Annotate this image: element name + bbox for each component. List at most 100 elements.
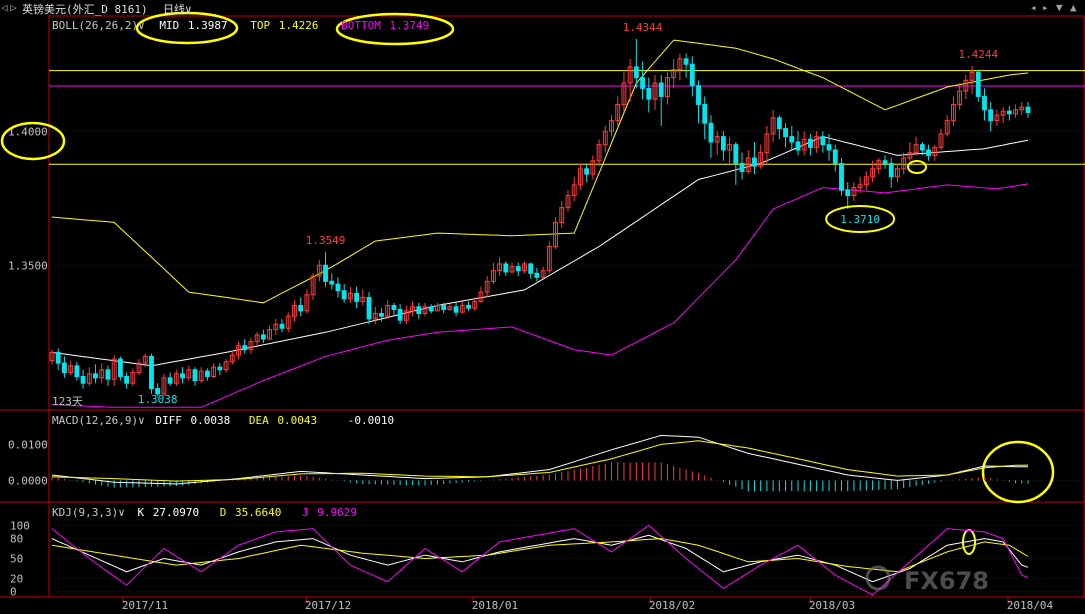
price-tick-label: 1.3500 bbox=[8, 259, 48, 272]
kdj-tick-label: 20 bbox=[10, 572, 23, 585]
candle-up bbox=[565, 195, 571, 209]
price-tick-label: 1.4000 bbox=[8, 125, 48, 138]
candle-up bbox=[590, 160, 596, 175]
candle-down bbox=[926, 149, 931, 156]
macd-diff-line bbox=[51, 434, 1028, 485]
prev-arrow-icon[interactable]: ◁ bbox=[1, 1, 8, 14]
candle-down bbox=[534, 272, 540, 278]
candle-up bbox=[68, 365, 74, 373]
candle-up bbox=[86, 373, 92, 384]
price-annotation: 1.3710 bbox=[840, 213, 880, 226]
candle-up bbox=[459, 304, 465, 313]
candle-up bbox=[509, 266, 515, 273]
candle-down bbox=[988, 109, 994, 122]
chevron-down-icon: ∨ bbox=[185, 3, 192, 16]
candle-down bbox=[354, 292, 360, 302]
title-bar: ◁ ▷ 英镑美元(外汇_D 8161) 日线∨ ◂ ▸ ▼ ▲ bbox=[0, 0, 1085, 16]
candle-up bbox=[173, 373, 179, 384]
candle-up bbox=[714, 136, 720, 143]
candle-down bbox=[975, 71, 981, 97]
date-axis-label: 2018/03 bbox=[809, 599, 855, 612]
candle-down bbox=[279, 323, 285, 329]
candle-down bbox=[329, 280, 335, 285]
candle-down bbox=[167, 377, 173, 384]
candle-down bbox=[366, 296, 372, 320]
candle-up bbox=[969, 71, 975, 81]
candle-up bbox=[944, 120, 950, 135]
candle-up bbox=[229, 354, 235, 363]
candle-up bbox=[957, 90, 963, 105]
candle-down bbox=[93, 373, 98, 379]
date-axis-label: 2018/02 bbox=[649, 599, 695, 612]
candle-down bbox=[1006, 110, 1012, 115]
candle-up bbox=[615, 103, 621, 122]
candle-down bbox=[124, 375, 130, 384]
macd-tick-label: 0.0000 bbox=[8, 474, 48, 487]
next-arrow-icon[interactable]: ▷ bbox=[10, 1, 17, 14]
kdj-j-line bbox=[51, 524, 1029, 596]
candle-up bbox=[963, 79, 969, 92]
chevron-down-icon[interactable]: ∨ bbox=[138, 19, 145, 32]
candle-down bbox=[789, 136, 795, 143]
annotation-circle bbox=[981, 440, 1055, 504]
scroll-right-icon[interactable]: ▸ bbox=[1042, 1, 1049, 14]
candle-up bbox=[609, 120, 614, 132]
candle-down bbox=[180, 373, 185, 379]
kdj-k-label: K bbox=[137, 506, 145, 519]
boll-bottom-label: BOTTOM bbox=[341, 19, 381, 32]
candle-up bbox=[876, 160, 882, 170]
zoom-out-icon[interactable]: ▼ bbox=[1056, 1, 1063, 14]
candle-down bbox=[441, 304, 447, 310]
candle-down bbox=[80, 375, 86, 384]
candle-up bbox=[347, 292, 353, 300]
candle-up bbox=[851, 187, 857, 197]
kdj-d-value: 35.6640 bbox=[234, 506, 282, 519]
chevron-down-icon[interactable]: ∨ bbox=[138, 414, 145, 427]
candle-down bbox=[397, 308, 403, 321]
candle-down bbox=[379, 313, 384, 317]
candle-up bbox=[863, 176, 869, 186]
boll-mid-label: MID bbox=[159, 19, 180, 32]
boll-mid-value: 1.3987 bbox=[187, 19, 228, 32]
kdj-k-value: 27.0970 bbox=[152, 506, 200, 519]
candle-down bbox=[807, 138, 813, 148]
candle-up bbox=[360, 296, 366, 302]
candle-down bbox=[117, 358, 123, 377]
kdj-j-value: 9.9629 bbox=[317, 506, 357, 519]
candle-up bbox=[801, 138, 807, 151]
bar-count-label: 123天 bbox=[52, 395, 83, 408]
candle-up bbox=[627, 66, 633, 84]
candle-down bbox=[696, 85, 701, 105]
chevron-down-icon[interactable]: ∨ bbox=[118, 506, 125, 519]
candle-up bbox=[938, 133, 944, 148]
zoom-in-icon[interactable]: ▲ bbox=[1070, 1, 1077, 14]
kdj-tick-label: 50 bbox=[10, 553, 23, 566]
candle-down bbox=[689, 63, 695, 87]
candle-down bbox=[155, 388, 161, 395]
boll-legend: BOLL(26,26,2)∨ MID 1.3987 TOP 1.4226 BOT… bbox=[52, 19, 429, 32]
scroll-left-icon[interactable]: ◂ bbox=[1030, 1, 1037, 14]
candle-down bbox=[105, 369, 111, 380]
candle-up bbox=[267, 329, 273, 340]
candle-up bbox=[901, 157, 907, 170]
candle-up bbox=[292, 304, 297, 317]
candle-down bbox=[74, 365, 80, 377]
candle-up bbox=[248, 341, 254, 351]
candle-up bbox=[1019, 106, 1025, 111]
candle-down bbox=[466, 304, 471, 309]
candle-down bbox=[919, 144, 925, 151]
candle-down bbox=[453, 306, 459, 313]
candle-up bbox=[770, 117, 776, 135]
candle-up bbox=[745, 157, 751, 172]
candle-up bbox=[540, 270, 546, 278]
candle-down bbox=[149, 355, 154, 390]
candle-up bbox=[671, 69, 677, 79]
period-selector[interactable]: 日线∨ bbox=[163, 1, 192, 17]
candle-down bbox=[888, 162, 894, 178]
candle-up bbox=[665, 77, 670, 97]
candle-down bbox=[217, 366, 223, 371]
candle-up bbox=[577, 168, 583, 186]
candle-up bbox=[223, 361, 229, 371]
candle-up bbox=[111, 358, 117, 380]
